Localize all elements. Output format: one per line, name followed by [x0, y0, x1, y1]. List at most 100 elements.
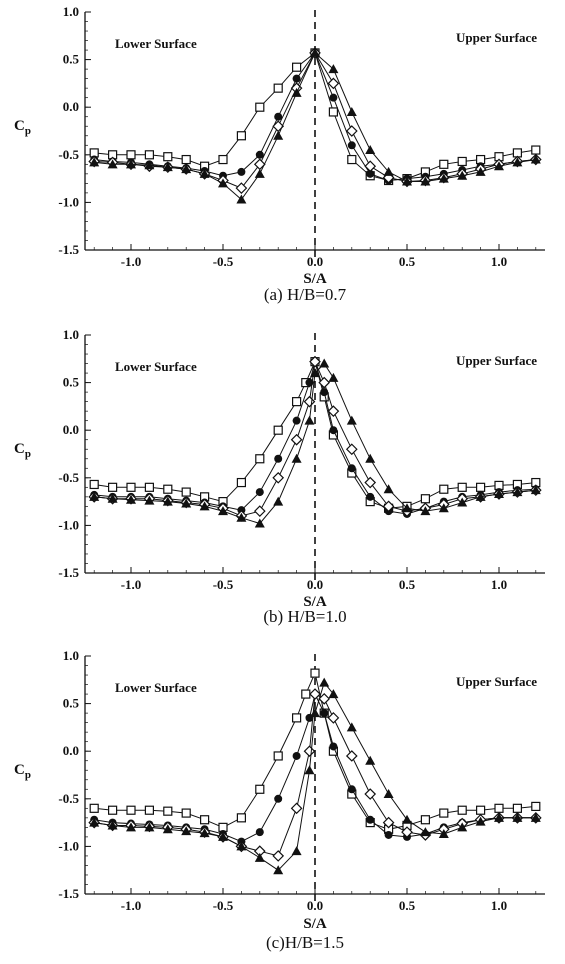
data-point-triangle	[236, 841, 247, 851]
data-point-square	[255, 784, 265, 794]
data-point-diamond	[382, 500, 395, 513]
data-point-triangle	[346, 415, 357, 425]
data-point-diamond	[235, 182, 248, 194]
x-tick-label: -0.5	[213, 577, 234, 592]
data-point-square	[163, 806, 173, 816]
data-point-diamond	[318, 692, 331, 705]
data-point-triangle	[420, 827, 431, 837]
chart-panel-2: 1.0 0.5 0.0 -0.5 -1.0 -1.5 -1.0 -0.5 0.0 0.5 1.0 S/…	[14, 327, 545, 626]
data-point-triangle	[236, 194, 247, 204]
x-tick-label: 1.0	[491, 898, 507, 913]
data-point-triangle	[291, 453, 302, 463]
data-point-triangle	[254, 518, 265, 528]
data-point-triangle	[304, 415, 315, 425]
data-point-diamond	[303, 745, 316, 758]
x-tick-label: 0.0	[307, 898, 323, 913]
data-point-circle	[255, 828, 264, 837]
data-point-square	[301, 689, 311, 699]
data-point-circle	[384, 830, 393, 839]
data-point-triangle	[346, 722, 357, 732]
data-point-square	[107, 805, 118, 815]
data-point-triangle	[438, 829, 449, 839]
x-axis-title: S/A	[303, 916, 327, 932]
data-point-triangle	[402, 176, 412, 186]
y-tick-label: -0.5	[58, 147, 79, 162]
data-point-triangle	[254, 852, 265, 862]
data-point-circle	[292, 751, 301, 760]
data-point-triangle	[126, 494, 136, 504]
y-axis-title-subscript: p	[25, 448, 31, 460]
data-point-square	[476, 482, 486, 492]
series-triangle	[89, 47, 541, 204]
y-axis-title-subscript: p	[25, 769, 31, 781]
data-point-square	[144, 805, 154, 815]
data-point-square	[236, 131, 246, 141]
series-square	[89, 668, 541, 834]
y-tick-label: -1.5	[58, 242, 79, 257]
data-point-triangle	[162, 496, 173, 506]
annotation-upper-surface: Upper Surface	[456, 30, 537, 45]
data-point-triangle	[328, 372, 339, 382]
data-point-triangle	[144, 822, 155, 832]
y-tick-label: 0.5	[63, 375, 80, 390]
panel-caption: (b) H/B=1.0	[263, 607, 346, 626]
data-point-triangle	[181, 826, 192, 836]
data-point-triangle	[383, 789, 394, 799]
data-point-circle	[237, 167, 246, 176]
data-point-square	[457, 156, 467, 167]
data-point-diamond	[309, 355, 321, 368]
data-point-circle	[347, 785, 356, 794]
panel-caption: (a) H/B=0.7	[264, 285, 347, 304]
data-point-diamond	[327, 712, 340, 724]
data-point-triangle	[319, 358, 330, 368]
data-point-square	[273, 425, 283, 435]
series-triangle	[89, 358, 541, 528]
annotation-lower-surface: Lower Surface	[115, 680, 197, 695]
data-point-square	[236, 477, 246, 488]
data-point-square	[292, 397, 302, 407]
data-point-diamond	[401, 826, 413, 838]
data-point-diamond	[345, 750, 358, 762]
y-tick-label: -1.0	[58, 194, 79, 209]
data-point-square	[126, 805, 136, 815]
data-point-triangle	[319, 677, 330, 687]
data-point-triangle	[144, 495, 155, 505]
data-point-triangle	[438, 503, 449, 513]
data-point-diamond	[327, 77, 340, 90]
data-point-square	[181, 154, 191, 165]
y-tick-label: -0.5	[58, 791, 79, 806]
data-point-square	[236, 813, 246, 823]
x-tick-label: -1.0	[121, 254, 142, 269]
y-tick-label: 1.0	[63, 4, 79, 19]
data-point-diamond	[309, 688, 321, 700]
data-point-square	[476, 805, 486, 815]
data-point-circle	[274, 112, 283, 121]
data-point-triangle	[107, 493, 118, 503]
x-tick-label: -0.5	[213, 898, 234, 913]
series-triangle	[89, 677, 541, 875]
data-point-square	[457, 482, 467, 492]
data-point-triangle	[420, 506, 431, 516]
series-square	[89, 48, 541, 186]
data-point-square	[439, 159, 449, 169]
data-point-diamond	[364, 476, 377, 489]
data-point-triangle	[236, 512, 247, 522]
data-point-triangle	[254, 168, 265, 178]
chart-panel-1: 1.0 0.5 0.0 -0.5 -1.0 -1.5 -1.0 -0.5 0.0 0.5 1.0 S/…	[14, 4, 545, 304]
data-point-triangle	[365, 453, 376, 463]
data-point-triangle	[475, 166, 486, 176]
data-point-diamond	[272, 471, 285, 484]
data-point-triangle	[475, 491, 486, 501]
data-point-triangle	[310, 368, 320, 378]
data-point-square	[494, 803, 504, 813]
data-point-triangle	[402, 503, 412, 513]
y-axis-title: Cp	[14, 118, 31, 137]
data-point-triangle	[89, 817, 100, 827]
data-point-triangle	[310, 708, 320, 718]
data-point-triangle	[199, 501, 210, 511]
data-point-triangle	[494, 812, 504, 822]
data-point-diamond	[327, 405, 340, 418]
y-axis-title-subscript: p	[25, 125, 31, 137]
x-tick-label: 0.5	[399, 898, 416, 913]
data-point-square	[328, 107, 338, 117]
